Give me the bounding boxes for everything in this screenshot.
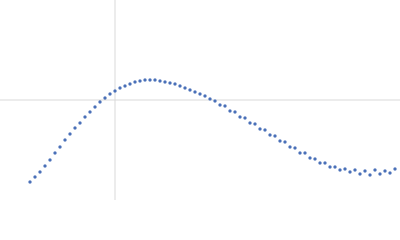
data-point [138,79,142,83]
data-point [258,127,262,131]
data-point [183,86,187,90]
data-point [388,171,392,175]
data-point [248,121,252,125]
data-point [73,126,77,130]
data-point [43,164,47,168]
data-point [123,84,127,88]
data-point [148,78,152,82]
data-point [168,81,172,85]
data-point [213,99,217,103]
data-point [278,139,282,143]
data-point [198,92,202,96]
data-point [328,165,332,169]
chart [0,0,400,200]
data-point [393,167,397,171]
data-point [363,169,367,173]
data-point [113,89,117,93]
page: (() => { const data = JSON.parse(documen… [0,0,400,200]
data-point [33,175,37,179]
data-point [208,97,212,101]
data-point [298,151,302,155]
data-point [243,116,247,120]
data-point [358,172,362,176]
data-point [283,140,287,144]
data-point [153,78,157,82]
data-point [78,121,82,125]
data-point [323,161,327,165]
data-point [288,145,292,149]
data-point [178,84,182,88]
data-point [28,180,32,184]
data-point [313,157,317,161]
data-point [193,90,197,94]
data-point [223,104,227,108]
data-point [58,145,62,149]
data-point [63,138,67,142]
data-point [343,167,347,171]
data-point [108,92,112,96]
data-point [163,80,167,84]
data-point [38,170,42,174]
data-point [348,170,352,174]
data-point [103,96,107,100]
data-point [263,128,267,132]
data-point [218,103,222,107]
data-point [83,115,87,119]
data-point [48,158,52,162]
data-point [303,151,307,155]
data-point [253,122,257,126]
data-point [188,88,192,92]
data-point [293,146,297,150]
data-point [383,169,387,173]
data-point [88,110,92,114]
data-point [203,94,207,98]
data-point [373,168,377,172]
data-point [378,172,382,176]
data-point [173,82,177,86]
data-point [128,82,132,86]
data-point [158,79,162,83]
data-point [368,173,372,177]
data-point [338,168,342,172]
data-point [268,133,272,137]
data-point [318,161,322,165]
data-point [238,115,242,119]
data-point [133,80,137,84]
data-point [118,86,122,90]
data-point [353,168,357,172]
data-point [333,165,337,169]
data-point [308,156,312,160]
data-point [233,110,237,114]
data-point [93,105,97,109]
data-point [228,109,232,113]
data-point [68,132,72,136]
data-point [98,100,102,104]
data-point [143,78,147,82]
data-point [273,134,277,138]
data-point [53,151,57,155]
